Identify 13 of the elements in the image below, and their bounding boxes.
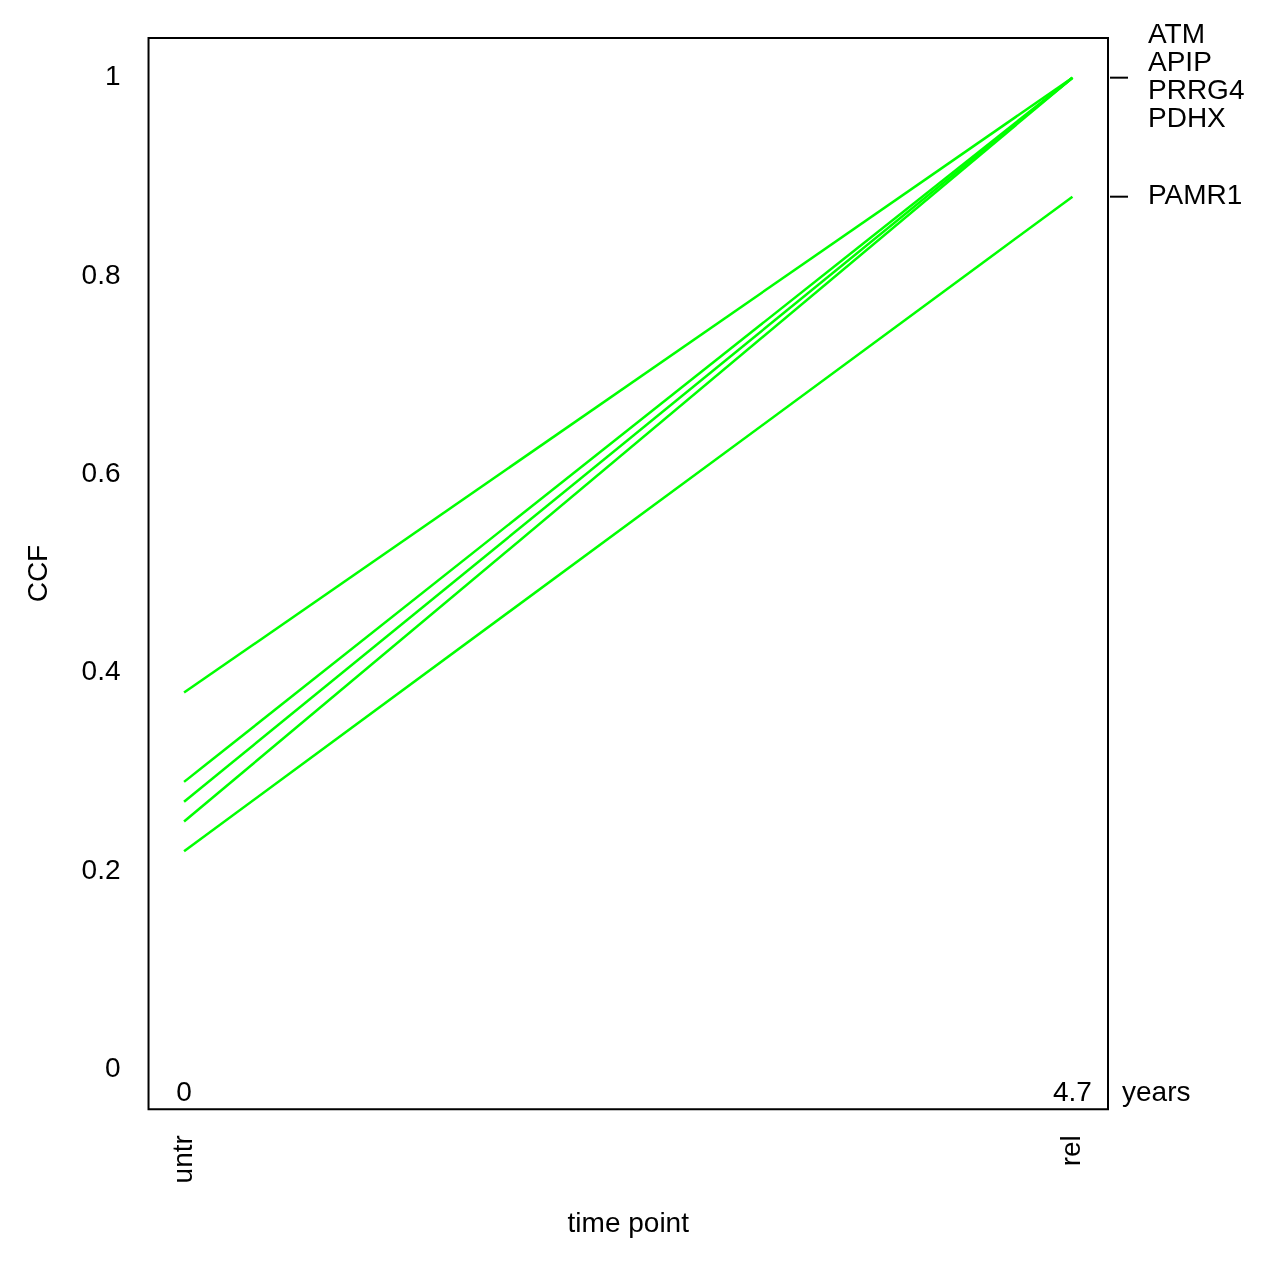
y-axis-title: CCF (21, 544, 53, 603)
y-tick-label: 0 (104, 1052, 121, 1084)
x-axis-title: time point (567, 1206, 690, 1238)
annotation: 0 (176, 1075, 192, 1107)
y-tick-label: 0.8 (81, 258, 121, 290)
y-tick-label: 0.4 (81, 655, 121, 687)
text: PAMR1 (1148, 179, 1243, 211)
annotation: 4.7 years (1053, 1075, 1191, 1107)
y-tick-label: 0.2 (81, 853, 121, 885)
x-tick-label: untr (166, 1135, 198, 1184)
y-tick-label: 1 (104, 60, 121, 92)
x-tick-label: rel (1055, 1135, 1087, 1167)
y-tick-label: 0.6 (81, 457, 121, 489)
